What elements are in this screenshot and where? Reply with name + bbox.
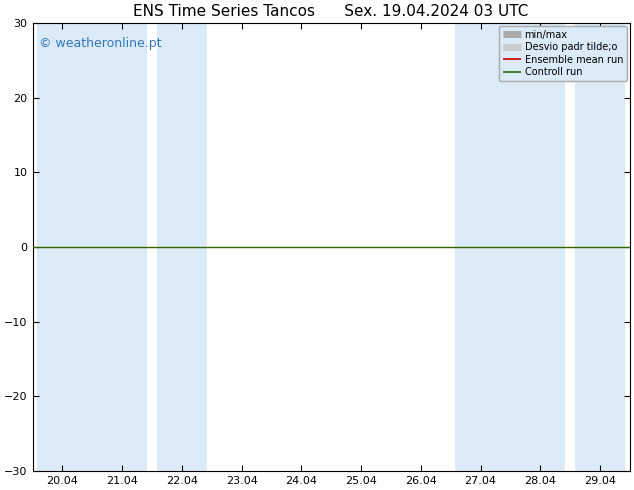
Text: © weatheronline.pt: © weatheronline.pt xyxy=(39,37,161,49)
Legend: min/max, Desvio padr tilde;o, Ensemble mean run, Controll run: min/max, Desvio padr tilde;o, Ensemble m… xyxy=(499,26,627,81)
Bar xyxy=(37,23,147,471)
Bar xyxy=(575,23,625,471)
Bar xyxy=(455,23,566,471)
Bar xyxy=(157,23,207,471)
Title: ENS Time Series Tancos      Sex. 19.04.2024 03 UTC: ENS Time Series Tancos Sex. 19.04.2024 0… xyxy=(134,4,529,19)
